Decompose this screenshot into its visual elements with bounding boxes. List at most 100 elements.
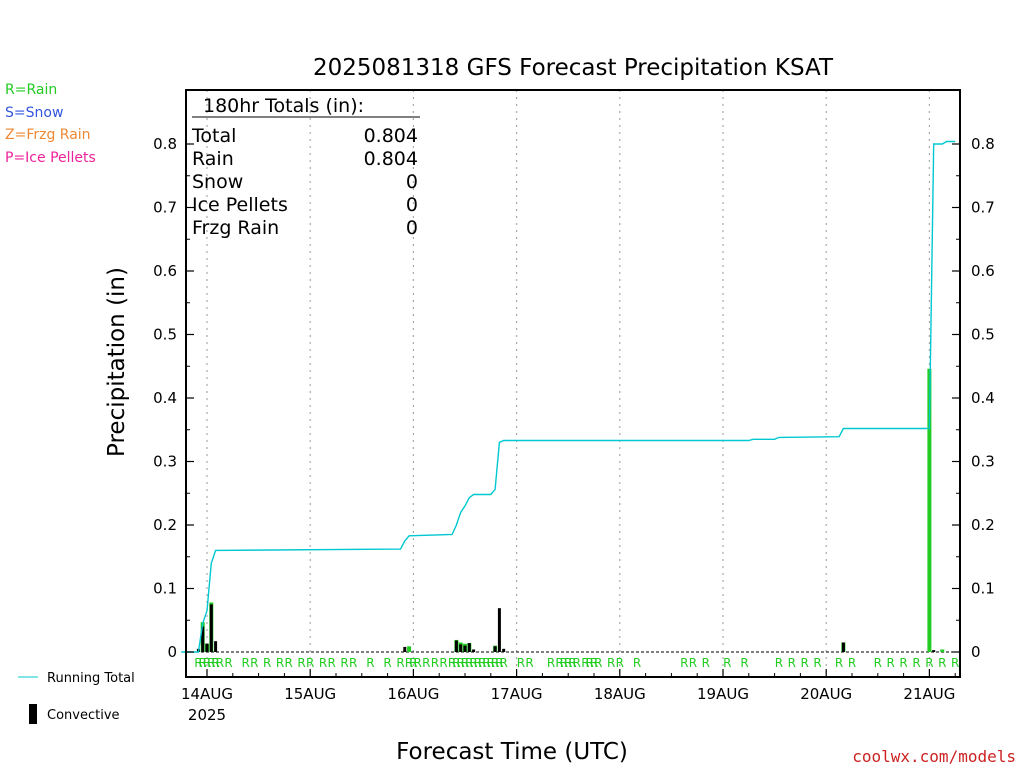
x-tick-label: 18AUG (594, 685, 646, 703)
rain-type-marker: R (788, 656, 796, 670)
x-tick-year-label: 2025 (188, 706, 226, 724)
precip-type-legend-item: R=Rain (5, 82, 58, 98)
totals-rows: Total 0.804 Rain 0.804 Snow 0 Ice Pellets 0 Frzg… (191, 125, 418, 239)
chart-title: 2025081318 GFS Forecast Precipitation KS… (313, 55, 834, 81)
rain-type-marker: R (633, 656, 641, 670)
rain-type-marker: R (396, 656, 404, 670)
rain-type-marker: R (478, 656, 486, 670)
rain-type-marker: R (951, 656, 959, 670)
rain-type-marker: R (194, 656, 202, 670)
rain-type-marker: R (740, 656, 748, 670)
totals-row-label: Snow (192, 171, 243, 193)
y-tick-layer: 0 00.1 0.10.2 0.20.3 0.30.4 0.40.5 0.50.6 0.60.… (153, 135, 995, 661)
convective-bar (214, 641, 218, 652)
precip-type-legend-item: S=Snow (5, 104, 64, 121)
y-tick-label-right: 0.4 (971, 389, 995, 407)
rain-type-marker: R (276, 656, 284, 670)
rain-type-marker: R (801, 656, 809, 670)
rain-type-marker: R (912, 656, 920, 670)
rain-type-marker: R (414, 656, 422, 670)
rain-type-marker: R (925, 656, 933, 670)
rain-type-marker: R (607, 656, 615, 670)
rain-type-marker: R (702, 656, 710, 670)
running-total-legend-label: Running Total (47, 671, 135, 686)
rain-type-marker: R (680, 656, 688, 670)
y-tick-label-right: 0.1 (971, 580, 995, 598)
rain-type-marker: R (431, 656, 439, 670)
convective-bar (201, 626, 205, 652)
y-tick-label-left: 0.2 (153, 516, 177, 534)
y-tick-label-right: 0.8 (971, 135, 995, 153)
totals-box: 180hr Totals (in): Total 0.804 Rain 0.804 Sn… (191, 95, 420, 239)
rain-type-marker: R (203, 656, 211, 670)
x-tick-label: 17AUG (491, 685, 543, 703)
rain-type-marker: R (469, 656, 477, 670)
rain-type-marker: R (874, 656, 882, 670)
rain-type-marker: R (452, 656, 460, 670)
rain-type-marker: R (616, 656, 624, 670)
rain-type-marker: R (586, 656, 594, 670)
precip-bar (940, 649, 945, 652)
y-tick-label-left: 0.5 (153, 326, 177, 344)
y-axis-label: Precipitation (in) (104, 267, 130, 457)
totals-heading: 180hr Totals (in): (203, 95, 364, 117)
y-tick-label-left: 0 (167, 643, 177, 661)
convective-bar (472, 649, 476, 652)
grid-layer (206, 90, 931, 677)
rain-type-marker: R (448, 656, 456, 670)
x-tick-label: 19AUG (697, 685, 749, 703)
rain-type-marker: R (250, 656, 258, 670)
precip-type-legend-item: P=Ice Pellets (5, 149, 96, 166)
rain-type-marker: R (242, 656, 250, 670)
rain-type-marker: R (899, 656, 907, 670)
y-tick-label-right: 0.3 (971, 453, 995, 471)
rain-type-marker: R (525, 656, 533, 670)
rain-type-marker: R (564, 656, 572, 670)
rain-type-marker: R (328, 656, 336, 670)
rain-type-marker: R (216, 656, 224, 670)
rain-type-marker: R (517, 656, 525, 670)
rain-type-marker: R (211, 656, 219, 670)
totals-row-value: 0.804 (364, 125, 418, 147)
rain-type-marker: R (594, 656, 602, 670)
rain-type-marker: R (775, 656, 783, 670)
x-tick-layer: 14AUG 2025 15AUG 16AUG 17AUG 18AUG 19AUG 20AUG 2… (181, 669, 956, 724)
rain-type-marker: R (938, 656, 946, 670)
precip-bar (407, 646, 412, 652)
totals-row-value: 0 (406, 217, 418, 239)
convective-bar (209, 604, 213, 652)
rain-type-marker: R (405, 656, 413, 670)
x-tick-label: 16AUG (387, 685, 439, 703)
convective-bar (467, 643, 471, 652)
series-legend: Running Total Convective (18, 671, 135, 724)
y-tick-label-left: 0.6 (153, 262, 177, 280)
rain-type-marker: R (813, 656, 821, 670)
convective-legend-label: Convective (47, 708, 120, 723)
convective-bar (497, 608, 501, 652)
rain-type-marker: R (573, 656, 581, 670)
precip-type-legend-item: Z=Frzg Rain (5, 127, 91, 143)
plot-frame (185, 89, 961, 678)
rain-type-marker: R (835, 656, 843, 670)
x-tick-label: 20AUG (800, 685, 852, 703)
rain-type-marker: R (487, 656, 495, 670)
totals-row-value: 0.804 (364, 148, 418, 170)
rain-type-marker: R (224, 656, 232, 670)
totals-row-label: Total (191, 125, 236, 147)
rain-type-marker: R (590, 656, 598, 670)
x-axis-label: Forecast Time (UTC) (396, 739, 628, 765)
convective-swatch (29, 704, 37, 724)
rain-type-marker: R (263, 656, 271, 670)
rain-type-marker: R (457, 656, 465, 670)
y-tick-label-right: 0 (971, 643, 981, 661)
rain-type-marker: R (465, 656, 473, 670)
rain-type-marker: R (482, 656, 490, 670)
rain-type-marker: R (207, 656, 215, 670)
y-tick-label-right: 0.7 (971, 199, 995, 217)
rain-type-marker: R (568, 656, 576, 670)
rain-type-marker: R (547, 656, 555, 670)
convective-bar (205, 643, 209, 652)
rain-type-marker: R (409, 656, 417, 670)
